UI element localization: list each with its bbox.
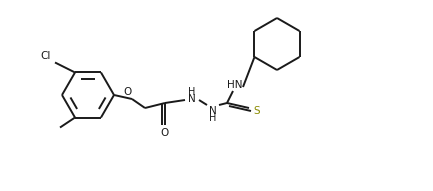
Text: HN: HN bbox=[227, 80, 243, 90]
Text: H: H bbox=[188, 87, 196, 97]
Text: H: H bbox=[209, 113, 216, 123]
Text: O: O bbox=[123, 87, 131, 97]
Text: Cl: Cl bbox=[41, 52, 51, 62]
Text: N: N bbox=[209, 106, 217, 116]
Text: N: N bbox=[188, 94, 196, 104]
Text: S: S bbox=[254, 106, 260, 116]
Text: O: O bbox=[160, 128, 168, 138]
